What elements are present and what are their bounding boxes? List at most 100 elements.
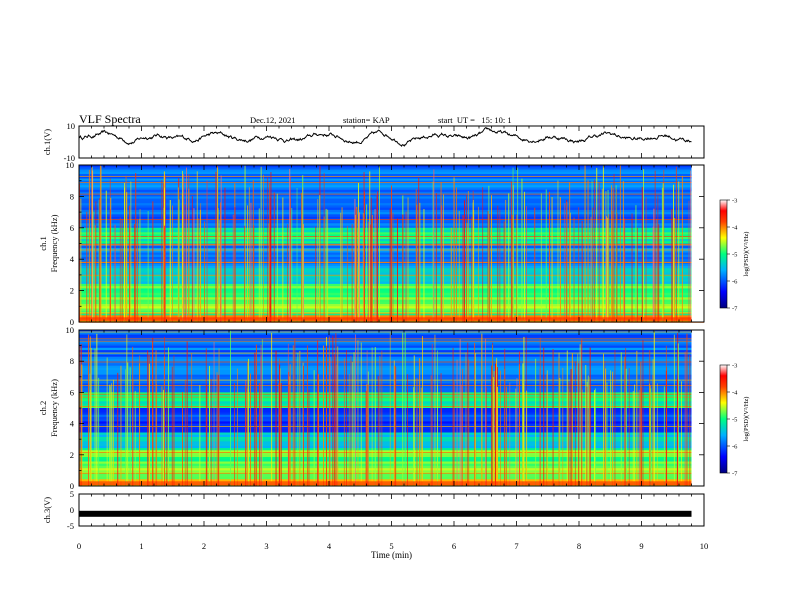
ch1-spec-sferic [296, 188, 298, 322]
ch1-spec-sferic [673, 184, 674, 322]
ch2-spec-sferic [271, 333, 273, 486]
ch1-spec-ytick-label: 8 [70, 191, 74, 201]
ch2-spec-sferic [186, 341, 188, 486]
ch2-spec-sferic [577, 353, 579, 486]
ch2-spec-sferic [509, 382, 511, 486]
ch1-spec-sferic [564, 203, 566, 322]
ch1-spec-sferic [258, 208, 260, 322]
ch1-spec-sferic [252, 180, 254, 322]
ch2-spec-sferic [317, 340, 319, 486]
ch2-spec-sferic [260, 355, 262, 486]
ch2-spec-band [79, 352, 704, 355]
ch2-spec-band [79, 359, 704, 362]
ch2-spec-sferic [81, 364, 83, 486]
ch2-spec-sferic [585, 365, 587, 486]
ch2-spec-sferic [604, 360, 606, 486]
ch1-spec-sferic [124, 183, 125, 322]
ch1-spec-ytick-label: 2 [70, 286, 74, 296]
ch1-spec-sferic [182, 170, 183, 322]
ch2-spec-sferic [395, 366, 397, 486]
ch2-spec-sferic [117, 372, 119, 486]
ch2-spec-hline [79, 452, 704, 453]
ch1-spec-colorbar-tick-label: -4 [732, 225, 738, 232]
ch1-spec-sferic [611, 185, 612, 322]
ch1-spec-sferic [524, 191, 525, 322]
ch2-spec-sferic [594, 388, 596, 486]
ch2-spec-sferic [389, 332, 391, 486]
ch1-spec-ytick-label: 0 [70, 317, 74, 327]
ch2-spec-sferic [173, 355, 175, 486]
ch1-spec-colorbar-tick-label: -6 [732, 279, 738, 286]
ch2-spec-sferic [255, 344, 257, 486]
ch2-spec-band [79, 345, 704, 349]
x-tick-label: 0 [77, 541, 81, 551]
ch1-spec-sferic [282, 197, 284, 322]
ch2-spec-ytick-label: 6 [70, 387, 74, 397]
ch1-wave-ytick-label: 10 [67, 121, 76, 131]
ch2-spec-sferic [357, 340, 359, 486]
ch2-spec-band [79, 363, 704, 366]
ch1-spec-sferic [615, 185, 617, 322]
ch2-spec-sferic [217, 374, 219, 486]
ch2-spec-hline [79, 338, 704, 340]
ch1-spec-sferic [464, 200, 465, 322]
ch1-spec-sferic [370, 224, 371, 322]
ch1-spec-sferic [147, 211, 149, 322]
ch1-spec-sferic [581, 220, 583, 322]
ch2-spec-sferic [491, 365, 493, 486]
ch2-spec-band [79, 479, 704, 482]
ch2-spec-band [79, 367, 704, 371]
ch2-spec-sferic [393, 360, 395, 486]
ch1-spec-sferic [161, 180, 163, 322]
ch2-spec-sferic [453, 381, 455, 486]
ch2-spec-sferic [474, 342, 476, 486]
ch2-spec-sferic [430, 375, 432, 486]
ch1-spec-sferic [109, 178, 111, 322]
ch1-spec-sferic [341, 207, 343, 322]
ch2-spec-sferic [496, 357, 498, 486]
ch1-spec-sferic [415, 189, 417, 322]
ch2-spec-sferic [492, 342, 494, 486]
ch1-spec-sferic [130, 181, 132, 322]
ch1-spec-sferic [357, 206, 359, 322]
ch2-spec-sferic [164, 336, 165, 486]
ch2-spec-band [79, 474, 704, 478]
ch2-spec-sferic [492, 377, 494, 486]
ch1-spec-sferic [137, 219, 138, 322]
ch2-spec-sferic [474, 352, 476, 486]
ch2-spec-band [79, 425, 704, 429]
ch1-spec-sferic [217, 208, 219, 322]
ch1-spec-sferic [105, 190, 107, 322]
ch1-spec-sferic [423, 209, 425, 322]
ch2-spec-sferic [360, 342, 362, 486]
ch2-spec-band [79, 341, 704, 344]
ch2-spec-sferic [343, 358, 345, 486]
ch1-spec-sferic [512, 167, 514, 322]
ch2-spec-band [79, 470, 704, 473]
ch1-spec-sferic [432, 181, 434, 322]
ch1-spec-sferic [354, 198, 356, 322]
ch2-spec-sferic [350, 355, 352, 486]
ch1-spec-sferic [199, 209, 201, 322]
ch1-spec-sferic [91, 166, 92, 322]
ch2-spec-sferic [606, 382, 608, 486]
ch1-spec-sferic [276, 193, 278, 322]
ch1-spec-sferic [584, 165, 586, 322]
ch1-spec-sferic [260, 166, 262, 322]
ch1-spec-sferic [186, 167, 187, 322]
ch1-spec-sferic [606, 216, 607, 322]
ch2-spec-sferic [493, 371, 495, 486]
ch1-spec-sferic [397, 218, 398, 322]
ch1-spec-sferic [301, 192, 302, 322]
ch1-spec-sferic [557, 180, 559, 322]
ch1-spec-sferic [487, 211, 489, 322]
ch1-spec-sferic [551, 197, 553, 322]
ch1-spec-sferic [364, 191, 365, 322]
ch2-spec-sferic [586, 386, 588, 486]
ch1-spec-sferic [198, 218, 200, 322]
ch2-spec-band [79, 350, 704, 353]
ch2-spec-sferic [465, 352, 467, 486]
ch2-spec-sferic [676, 378, 678, 486]
ch2-spec-band [79, 396, 704, 400]
